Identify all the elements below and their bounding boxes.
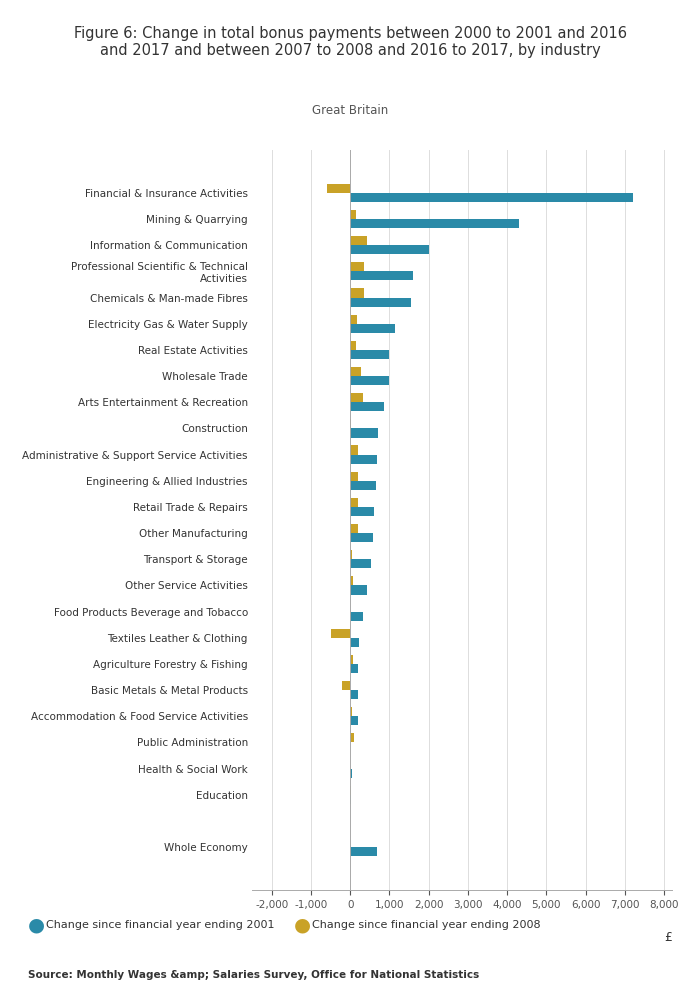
Bar bbox=[350, 769, 352, 778]
Bar bbox=[350, 786, 351, 795]
Text: £: £ bbox=[664, 931, 672, 944]
Bar bbox=[350, 298, 411, 307]
Bar bbox=[350, 481, 376, 490]
Text: Change since financial year ending 2008: Change since financial year ending 2008 bbox=[312, 920, 540, 930]
Bar bbox=[350, 585, 367, 595]
Bar bbox=[350, 612, 363, 621]
Bar bbox=[350, 367, 361, 376]
Bar bbox=[350, 795, 351, 804]
Bar bbox=[342, 681, 350, 690]
Bar bbox=[350, 733, 354, 742]
Bar bbox=[350, 245, 428, 254]
Bar bbox=[350, 324, 395, 333]
Bar bbox=[350, 707, 352, 716]
Bar bbox=[350, 638, 359, 647]
Bar bbox=[350, 664, 358, 673]
Bar bbox=[350, 419, 351, 428]
Bar bbox=[350, 498, 358, 507]
Bar bbox=[350, 655, 353, 664]
Bar bbox=[350, 716, 358, 725]
Bar bbox=[350, 341, 356, 350]
Bar bbox=[350, 236, 367, 245]
Bar bbox=[350, 507, 374, 516]
Bar bbox=[350, 533, 373, 542]
Bar bbox=[350, 271, 413, 280]
Bar bbox=[350, 847, 377, 856]
Bar bbox=[331, 629, 350, 638]
Bar bbox=[350, 210, 356, 219]
Bar bbox=[350, 472, 358, 481]
Text: Source: Monthly Wages &amp; Salaries Survey, Office for National Statistics: Source: Monthly Wages &amp; Salaries Sur… bbox=[28, 970, 480, 980]
Bar bbox=[350, 219, 519, 228]
Text: Figure 6: Change in total bonus payments between 2000 to 2001 and 2016
and 2017 : Figure 6: Change in total bonus payments… bbox=[74, 26, 626, 58]
Bar bbox=[350, 402, 384, 411]
Bar bbox=[327, 184, 350, 193]
Bar bbox=[350, 376, 389, 385]
Bar bbox=[350, 288, 364, 298]
Bar bbox=[350, 393, 363, 402]
Bar bbox=[350, 193, 633, 202]
Text: ●: ● bbox=[294, 916, 311, 934]
Bar bbox=[350, 559, 370, 568]
Bar bbox=[350, 262, 364, 271]
Text: Change since financial year ending 2001: Change since financial year ending 2001 bbox=[46, 920, 274, 930]
Text: ●: ● bbox=[28, 916, 45, 934]
Bar bbox=[350, 428, 379, 438]
Bar bbox=[350, 445, 358, 455]
Bar bbox=[350, 350, 389, 359]
Bar bbox=[350, 524, 358, 533]
Bar bbox=[350, 315, 357, 324]
Bar bbox=[350, 576, 353, 585]
Text: Great Britain: Great Britain bbox=[312, 104, 388, 117]
Bar bbox=[350, 550, 351, 559]
Bar bbox=[350, 455, 377, 464]
Bar bbox=[350, 690, 358, 699]
